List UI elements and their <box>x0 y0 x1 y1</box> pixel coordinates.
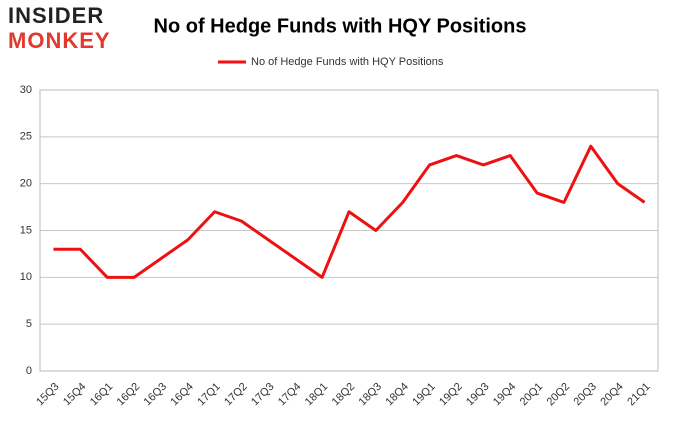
y-tick-label: 25 <box>20 131 32 143</box>
y-tick-label: 30 <box>20 84 32 96</box>
data-line <box>53 144 646 279</box>
logo-bottom: MONKEY <box>8 28 111 53</box>
y-tick-label: 20 <box>20 178 32 190</box>
legend-label: No of Hedge Funds with HQY Positions <box>251 56 444 68</box>
plot-border <box>39 89 659 372</box>
chart-title: No of Hedge Funds with HQY Positions <box>154 15 527 37</box>
y-tick-label: 5 <box>26 318 32 330</box>
y-tick-label: 15 <box>20 224 32 236</box>
y-tick-label: 10 <box>20 271 32 283</box>
y-tick-label: 0 <box>26 365 32 377</box>
logo-top: INSIDER <box>8 3 104 28</box>
